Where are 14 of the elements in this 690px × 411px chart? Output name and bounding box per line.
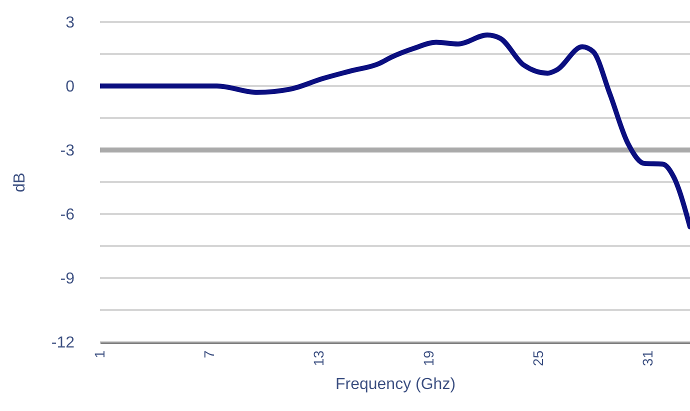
x-axis-title: Frequency (Ghz) (335, 376, 456, 394)
y-tick-label: -12 (51, 334, 75, 352)
y-axis-title: dB (11, 172, 28, 192)
x-tick-label: 13 (310, 350, 327, 366)
y-tick-label: 3 (66, 14, 75, 32)
y-tick-label: -9 (60, 270, 75, 288)
x-tick-label: 25 (530, 350, 546, 366)
x-tick-label: 19 (420, 350, 436, 366)
y-tick-label: -6 (60, 206, 75, 224)
y-tick-label: -3 (60, 142, 75, 160)
x-tick-label: 1 (92, 350, 108, 358)
y-tick-label: 0 (66, 78, 75, 96)
x-tick-label: 7 (201, 350, 218, 358)
x-tick-label: 31 (639, 350, 656, 366)
